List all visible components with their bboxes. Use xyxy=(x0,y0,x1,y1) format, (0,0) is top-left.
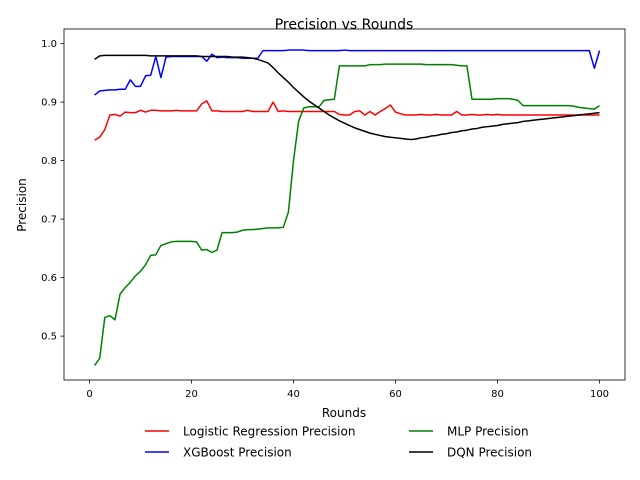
y-tick-label: 0.9 xyxy=(41,98,57,109)
y-tick-label: 1.0 xyxy=(41,39,57,50)
chart-title: Precision vs Rounds xyxy=(275,17,414,33)
x-tick-label: 60 xyxy=(389,389,402,400)
series-line-3 xyxy=(94,54,600,141)
y-axis: 0.5 0.6 0.7 0.8 0.9 1.0 xyxy=(41,39,64,343)
x-axis: 0 20 40 60 80 100 xyxy=(86,380,609,400)
y-axis-label: Precision xyxy=(15,178,29,232)
x-tick-label: 20 xyxy=(185,389,198,400)
plot-frame xyxy=(63,28,626,381)
legend-label-3: DQN Precision xyxy=(447,446,532,460)
legend: Logistic Regression Precision XGBoost Pre… xyxy=(145,425,532,460)
legend-label-2: MLP Precision xyxy=(447,425,529,439)
x-tick-label: 0 xyxy=(86,389,92,400)
series-line-0 xyxy=(94,100,600,141)
y-tick-label: 0.8 xyxy=(41,156,57,167)
legend-label-1: XGBoost Precision xyxy=(183,446,292,460)
x-tick-label: 80 xyxy=(491,389,504,400)
x-tick-label: 40 xyxy=(287,389,300,400)
legend-label-0: Logistic Regression Precision xyxy=(183,425,355,439)
y-tick-label: 0.7 xyxy=(41,215,57,226)
x-tick-label: 100 xyxy=(590,389,609,400)
y-tick-label: 0.5 xyxy=(41,332,57,343)
plot-area xyxy=(93,49,601,366)
series-line-2 xyxy=(93,63,600,366)
series-line-1 xyxy=(94,49,601,96)
y-tick-label: 0.6 xyxy=(41,273,57,284)
x-axis-label: Rounds xyxy=(322,406,366,420)
